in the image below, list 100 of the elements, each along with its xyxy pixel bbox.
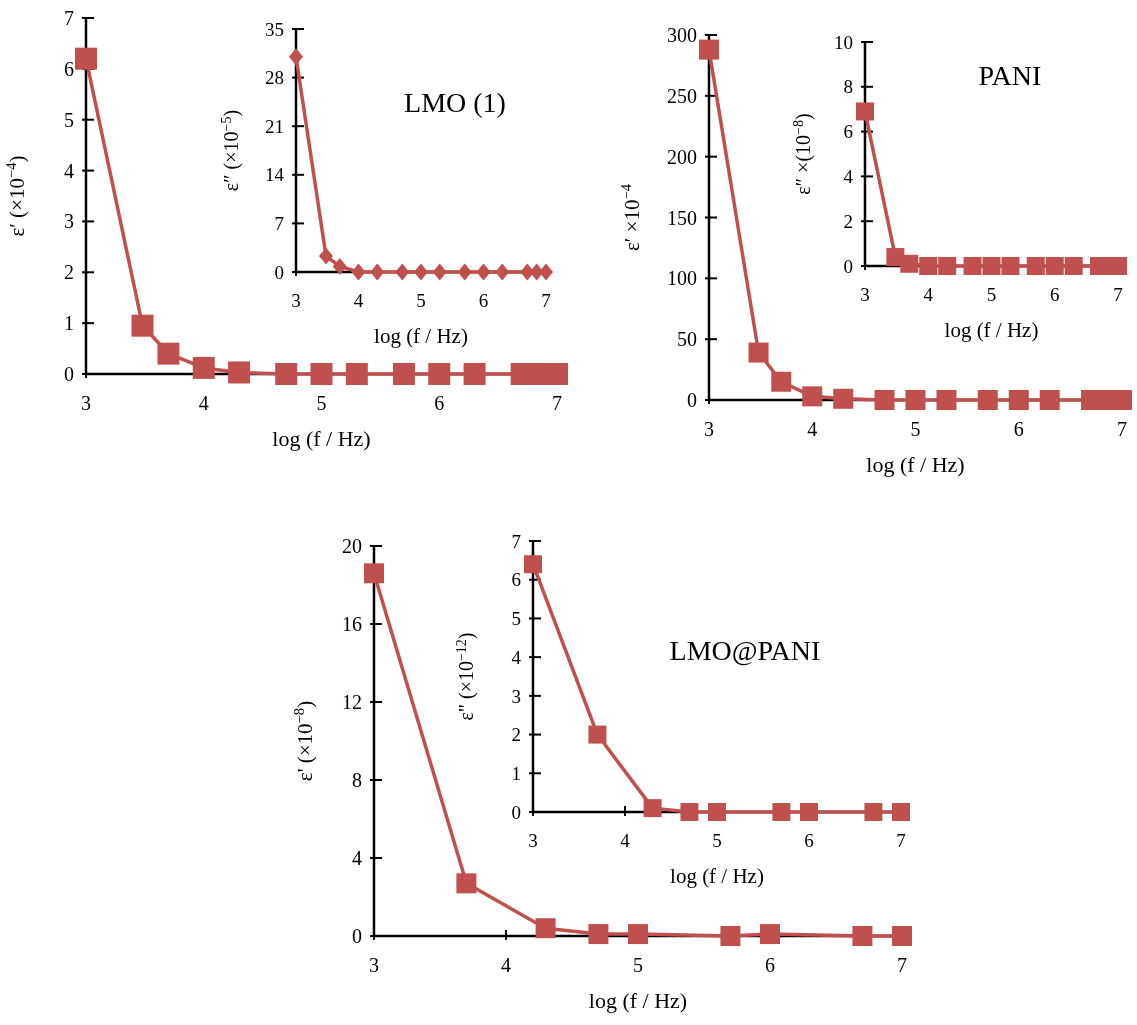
- y-tick-label: 0: [511, 801, 521, 823]
- y-tick-label: 150: [667, 206, 697, 229]
- x-tick-label: 4: [620, 830, 631, 851]
- point: [938, 257, 957, 275]
- x-tick-label: 5: [712, 830, 722, 851]
- point: [800, 803, 818, 821]
- x-tick-label: 7: [896, 830, 906, 851]
- point: [963, 257, 982, 275]
- point: [275, 363, 298, 385]
- point: [332, 258, 347, 275]
- y-tick-label: 6: [64, 57, 74, 80]
- point: [588, 725, 607, 744]
- point: [628, 924, 648, 945]
- point: [1008, 390, 1029, 410]
- y-tick-label: 21: [265, 115, 284, 137]
- point: [289, 48, 303, 66]
- x-axis-title: log (f / Hz): [670, 864, 764, 888]
- y-tick-label: 5: [511, 608, 521, 630]
- point: [414, 263, 428, 281]
- y-tick-label: 10: [834, 31, 853, 53]
- x-tick-label: 4: [807, 418, 818, 440]
- point: [1045, 257, 1064, 275]
- point: [852, 926, 873, 946]
- point: [936, 390, 957, 410]
- point: [892, 926, 912, 946]
- y-tick-label: 20: [342, 535, 362, 557]
- x-axis-title: log (f / Hz): [272, 426, 371, 451]
- y-tick-label: 4: [64, 159, 74, 182]
- point: [772, 803, 791, 821]
- point: [228, 361, 251, 384]
- y-tick-label: 0: [274, 261, 284, 283]
- y-tick-label: 7: [511, 530, 521, 552]
- y-tick-label: 250: [667, 84, 697, 107]
- point: [1001, 257, 1020, 275]
- x-tick-label: 5: [986, 284, 997, 305]
- point: [157, 342, 180, 365]
- x-tick-label: 7: [1117, 418, 1127, 440]
- point: [802, 386, 823, 407]
- point: [760, 924, 780, 945]
- y-tick-label: 4: [352, 847, 362, 869]
- y-tick-label: 28: [265, 67, 284, 89]
- x-tick-label: 5: [910, 418, 921, 440]
- point: [463, 363, 486, 385]
- x-tick-label: 5: [316, 392, 327, 414]
- x-tick-label: 4: [198, 392, 209, 414]
- point: [456, 873, 477, 894]
- point: [643, 799, 662, 818]
- x-tick-label: 6: [434, 392, 445, 414]
- annotation: LMO@PANI: [669, 635, 821, 666]
- y-tick-label: 1: [64, 312, 74, 335]
- x-tick-label: 3: [369, 954, 379, 976]
- y-tick-label: 3: [64, 210, 74, 233]
- point: [75, 47, 97, 70]
- point: [392, 363, 415, 385]
- point: [351, 263, 366, 281]
- point: [364, 563, 384, 584]
- y-tick-label: 4: [511, 646, 522, 668]
- y-tick-label: 6: [511, 569, 521, 591]
- y-tick-label: 3: [511, 685, 521, 707]
- y-tick-label: 16: [342, 613, 362, 635]
- point: [919, 257, 938, 275]
- y-tick-label: 100: [667, 267, 697, 290]
- x-axis-title: log (f / Hz): [588, 988, 688, 1013]
- point: [864, 803, 883, 821]
- x-tick-label: 4: [923, 284, 934, 305]
- point: [524, 555, 542, 574]
- point: [892, 803, 910, 821]
- point: [699, 39, 719, 60]
- annotation: LMO (1): [404, 87, 506, 118]
- y-tick-label: 2: [843, 210, 853, 232]
- point: [977, 390, 998, 410]
- point: [457, 263, 472, 281]
- y-tick-label: 0: [64, 363, 74, 385]
- x-tick-label: 3: [81, 392, 91, 414]
- y-tick-label: 35: [265, 18, 284, 40]
- point: [708, 803, 726, 821]
- point: [905, 390, 926, 410]
- point: [982, 257, 1001, 275]
- point: [319, 247, 333, 265]
- x-tick-label: 7: [1113, 284, 1123, 305]
- point: [1039, 390, 1060, 410]
- x-tick-label: 6: [765, 954, 775, 976]
- x-tick-label: 6: [804, 830, 814, 851]
- point: [748, 342, 769, 363]
- y-tick-label: 5: [64, 108, 74, 131]
- y-tick-label: 0: [352, 925, 362, 947]
- y-tick-label: 12: [342, 691, 362, 713]
- y-tick-label: 7: [274, 213, 284, 235]
- point: [680, 803, 699, 821]
- x-axis-title: log (f / Hz): [374, 324, 468, 348]
- point: [192, 356, 215, 379]
- point: [539, 263, 553, 281]
- x-axis-title: log (f / Hz): [866, 452, 965, 477]
- point: [131, 314, 154, 337]
- point: [345, 363, 368, 385]
- y-tick-label: 7: [64, 7, 74, 29]
- x-tick-label: 3: [704, 418, 714, 440]
- y-tick-label: 0: [687, 389, 697, 411]
- y-tick-label: 200: [667, 145, 697, 168]
- point: [495, 263, 510, 281]
